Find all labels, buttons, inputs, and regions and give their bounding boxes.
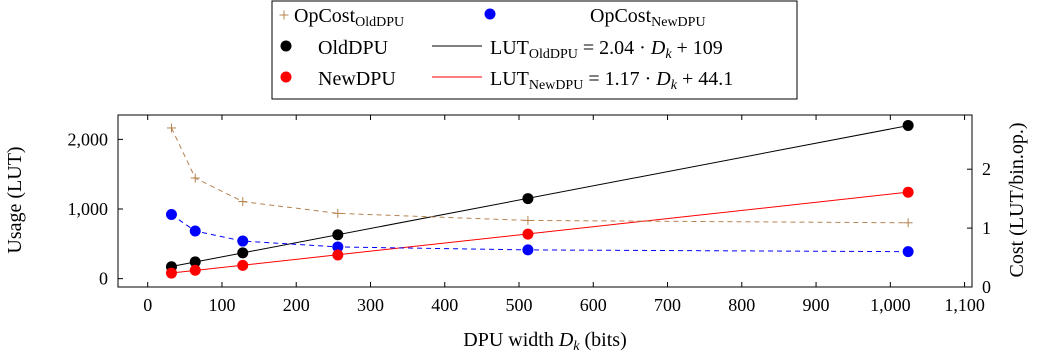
legend-entry: LUTOldDPU = 2.04 · Dk + 109	[432, 37, 723, 62]
y-right-tick-label: 1	[982, 218, 991, 238]
x-tick-label: 700	[654, 295, 681, 315]
data-point-oldDPU	[902, 119, 914, 131]
data-point-opcostNew	[189, 225, 201, 237]
series-newDPU	[165, 186, 914, 279]
series-line-fitNew	[171, 191, 909, 274]
series-line-opcostNew	[171, 214, 909, 253]
y-axis-left-label: Usage (LUT)	[4, 146, 26, 253]
data-point-oldDPU	[189, 256, 201, 268]
x-tick-label: 1,000	[870, 295, 911, 315]
x-tick-label: 500	[506, 295, 533, 315]
legend-marker-dot	[280, 40, 292, 52]
series-opcostOld	[166, 123, 913, 228]
data-point-opcostOld	[523, 215, 533, 225]
x-tick-label: 800	[728, 295, 755, 315]
data-point-opcostOld	[238, 197, 248, 207]
legend-marker-dot	[280, 71, 292, 83]
data-point-opcostOld	[190, 173, 200, 183]
y-right-tick-label: 0	[982, 277, 991, 297]
x-tick-label: 900	[803, 295, 830, 315]
y-right-tick-label: 2	[982, 159, 991, 179]
data-point-opcostOld	[903, 218, 913, 228]
legend-label: LUTNewDPU = 1.17 · Dk + 44.1	[490, 68, 733, 93]
series-layer	[165, 119, 914, 279]
x-tick-label: 400	[431, 295, 458, 315]
legend-entry: NewDPU	[280, 68, 396, 90]
x-tick-label: 1,100	[944, 295, 985, 315]
legend-marker-dot	[484, 8, 496, 20]
legend-entry: OpCostOldDPU	[279, 5, 404, 30]
legend-label: OpCostNewDPU	[590, 5, 706, 30]
data-point-newDPU	[902, 186, 914, 198]
legend-entry: OldDPU	[280, 37, 389, 59]
data-point-opcostNew	[902, 246, 914, 258]
data-point-newDPU	[189, 264, 201, 276]
legend-box	[271, 0, 798, 100]
legend-entry: OpCostNewDPU	[484, 5, 706, 30]
data-point-opcostOld	[166, 123, 176, 133]
legend-entry: LUTNewDPU = 1.17 · Dk + 44.1	[432, 68, 733, 93]
data-point-newDPU	[165, 267, 177, 279]
y-left-tick-label: 2,000	[68, 129, 109, 149]
x-tick-label: 200	[283, 295, 310, 315]
series-oldDPU	[165, 119, 914, 273]
legend-label: NewDPU	[318, 68, 396, 90]
x-tick-label: 300	[357, 295, 384, 315]
data-point-newDPU	[522, 228, 534, 240]
x-axis-label: DPU width Dk (bits)	[463, 329, 626, 354]
y-left-tick-label: 0	[99, 269, 108, 289]
series-line-fitOld	[171, 125, 909, 268]
series-fitOld	[171, 125, 909, 268]
data-point-newDPU	[237, 259, 249, 271]
series-opcostNew	[165, 209, 914, 258]
data-point-opcostNew	[237, 235, 249, 247]
series-line-opcostOld	[171, 127, 909, 224]
legend-marker-plus	[279, 10, 289, 20]
legend-label: LUTOldDPU = 2.04 · Dk + 109	[490, 37, 723, 62]
x-tick-label: 100	[208, 295, 235, 315]
data-point-newDPU	[332, 249, 344, 261]
series-fitNew	[171, 191, 909, 274]
x-tick-label: 600	[580, 295, 607, 315]
data-point-oldDPU	[522, 193, 534, 205]
data-point-opcostOld	[333, 208, 343, 218]
data-point-opcostNew	[165, 209, 177, 221]
y-left-tick-label: 1,000	[68, 199, 109, 219]
legend-label: OldDPU	[318, 37, 389, 59]
legend: OpCostOldDPU OpCostNewDPU OldDPU LUTOldDPU …	[279, 5, 733, 93]
y-axis-right-label: Cost (LUT/bin.op.)	[1006, 123, 1028, 278]
data-point-oldDPU	[237, 247, 249, 259]
ticks-layer: 0 100 200 300 400 500 600 700 800 900 1,000 1,10001…	[68, 115, 991, 315]
plot-frame	[117, 114, 973, 288]
data-point-opcostNew	[522, 244, 534, 256]
legend-label: OpCostOldDPU	[294, 5, 404, 30]
data-point-opcostNew	[332, 241, 344, 253]
data-point-oldDPU	[332, 229, 344, 241]
x-tick-label: 0	[143, 295, 152, 315]
